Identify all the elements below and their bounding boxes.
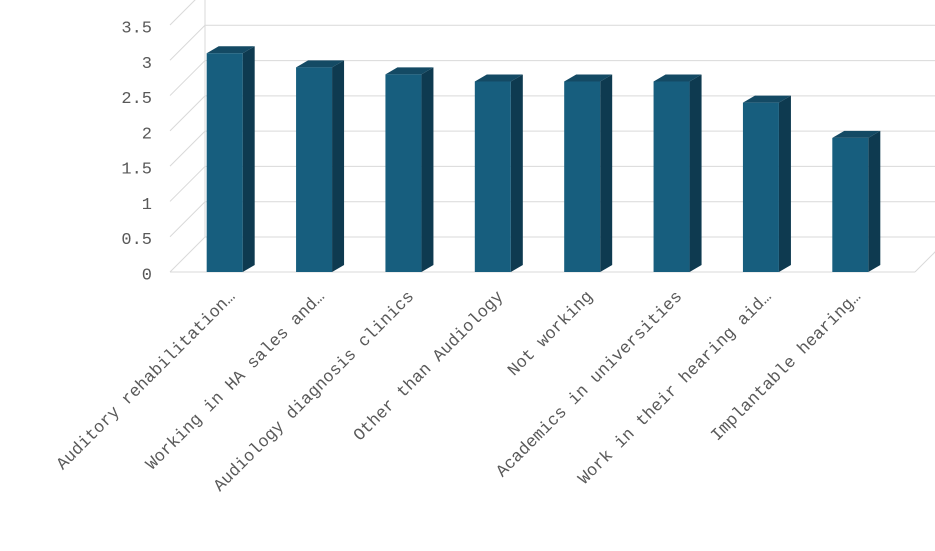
x-tick-label: Academics in universities	[493, 288, 687, 482]
grid-line	[169, 24, 206, 61]
x-tick-label: Implantable hearing…	[708, 288, 866, 446]
x-tick-label: Working in HA sales and…	[143, 288, 330, 475]
bar-side	[868, 130, 881, 272]
x-tick-label: Auditory rehabilitation…	[54, 288, 241, 475]
bar-top	[653, 74, 702, 82]
x-tick-label: Audiology diagnosis clinics	[211, 288, 419, 496]
bar	[832, 137, 869, 272]
grid-line	[169, 236, 206, 273]
y-tick-label: 0.5	[121, 231, 152, 250]
grid-line	[169, 130, 206, 167]
bar	[564, 81, 601, 272]
bar-side	[600, 74, 613, 272]
y-tick-label: 3	[142, 55, 152, 74]
bar-side	[510, 74, 523, 272]
grid-line	[169, 0, 196, 26]
bar	[206, 53, 243, 272]
bar	[742, 102, 779, 272]
bar-top	[385, 67, 434, 75]
bar-top	[832, 130, 881, 138]
y-tick-label: 2.5	[121, 90, 152, 109]
floor-edge	[914, 251, 935, 273]
bar-top	[296, 60, 345, 68]
y-tick-label: 3.5	[121, 19, 152, 38]
grid-line	[169, 201, 206, 238]
bar-side	[421, 67, 434, 273]
y-tick-label: 0	[142, 266, 152, 285]
bar-top	[564, 74, 613, 82]
bar	[296, 67, 333, 272]
bar-top	[742, 95, 791, 103]
bar-side	[332, 60, 345, 272]
bar-side	[778, 95, 791, 272]
x-tick-label: Work in their hearing aid…	[575, 288, 776, 489]
y-tick-label: 1	[142, 196, 152, 215]
bar-top	[206, 46, 255, 54]
bar	[653, 81, 690, 272]
x-tick-label: Not working	[505, 288, 598, 381]
grid-line	[169, 60, 206, 96]
y-tick-label: 1.5	[121, 161, 152, 180]
bar	[385, 74, 422, 273]
bar-side	[242, 46, 255, 272]
grid-line	[169, 166, 206, 202]
x-tick-label: Other than Audiology	[351, 288, 509, 446]
bar-side	[689, 74, 702, 272]
grid-line	[169, 95, 206, 132]
y-tick-label: 2	[142, 125, 152, 144]
bar	[474, 81, 511, 272]
bar-top	[474, 74, 523, 82]
